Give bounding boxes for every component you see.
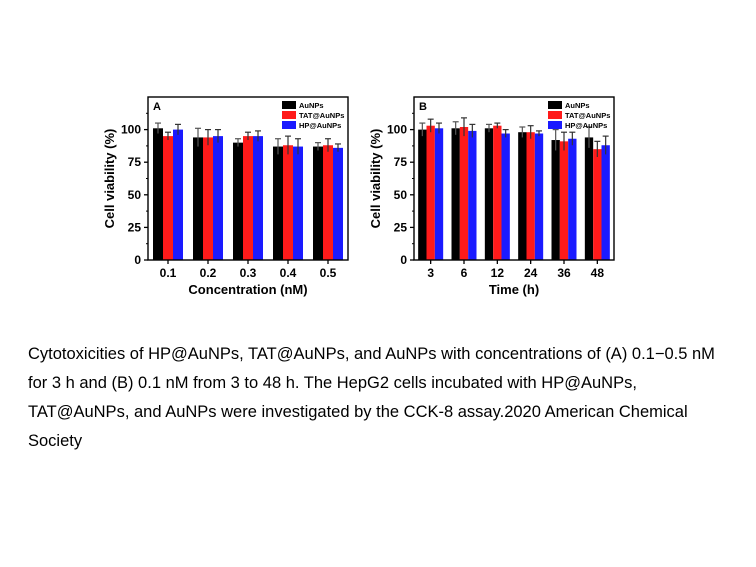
panel-a-legend-swatch <box>282 101 296 109</box>
panel-a-bar-tat-aunps-2 <box>243 136 253 260</box>
panel-a-bar-tat-aunps-4 <box>323 145 333 260</box>
panel-a-x-tick-label: 0.3 <box>240 266 257 280</box>
panel-a-bar-hp-aunps-1 <box>213 136 223 260</box>
panel-b-y-tick-label: 25 <box>394 220 408 234</box>
panel-a-y-tick-label: 75 <box>128 155 142 169</box>
panel-b-y-axis-title: Cell viability (%) <box>368 129 383 229</box>
panel-b-bar-hp-aunps-4 <box>568 138 577 260</box>
panel-a-legend-label: TAT@AuNPs <box>299 111 344 120</box>
panel-b-y-tick-label: 100 <box>387 123 407 137</box>
figure-caption: Cytotoxicities of HP@AuNPs, TAT@AuNPs, a… <box>28 345 715 450</box>
figure-panels: 0.1 0.2 0.3 0.4 0.5 0 25 50 75 100 Concentration (… <box>102 96 615 297</box>
panel-a-legend-swatch <box>282 111 296 119</box>
panel-b-bar-tat-aunps-1 <box>459 126 469 260</box>
panel-b-bar-aunps-4 <box>551 140 560 260</box>
panel-b-legend-swatch <box>548 111 562 119</box>
panel-a-bar-aunps-1 <box>193 137 203 260</box>
panel-a-bar-tat-aunps-3 <box>283 145 293 260</box>
panel-b-y-tick-label: 0 <box>400 253 407 267</box>
panel-a-bar-hp-aunps-3 <box>293 146 303 260</box>
panel-b-bar-hp-aunps-3 <box>534 133 544 260</box>
panel-b-x-tick-label: 6 <box>461 266 468 280</box>
panel-b-legend-swatch <box>548 121 562 129</box>
panel-a-legend-swatch <box>282 121 296 129</box>
panel-b-bar-tat-aunps-5 <box>593 149 602 260</box>
panel-a-bar-aunps-3 <box>273 146 283 260</box>
panel-b-bar-aunps-1 <box>451 128 460 260</box>
panel-b-legend-label: AuNPs <box>565 101 590 110</box>
panel-a-bar-hp-aunps-2 <box>253 136 263 260</box>
panel-b-y-tick-label: 75 <box>394 155 408 169</box>
panel-b-y-tick-label: 50 <box>394 188 408 202</box>
panel-a-y-tick-label: 25 <box>128 220 142 234</box>
panel-a-bar-tat-aunps-0 <box>163 136 173 260</box>
panel-b-x-tick-label: 3 <box>427 266 434 280</box>
panel-a-x-tick-label: 0.5 <box>320 266 337 280</box>
panel-b-bar-tat-aunps-2 <box>493 125 502 260</box>
panel-b-x-tick-label: 24 <box>524 266 538 280</box>
panel-b-bar-aunps-3 <box>518 132 527 260</box>
panel-a-bar-aunps-4 <box>313 146 323 260</box>
panel-a-y-axis-title: Cell viability (%) <box>102 129 117 229</box>
panel-a-bar-aunps-2 <box>233 142 243 260</box>
panel-a-legend-label: AuNPs <box>299 101 324 110</box>
panel-b-panel-label: B <box>419 101 427 113</box>
panel-b-bar-hp-aunps-2 <box>501 133 510 260</box>
panel-a-x-tick-label: 0.1 <box>160 266 177 280</box>
panel-b-bar-aunps-2 <box>484 128 494 260</box>
panel-b-bar-aunps-0 <box>418 129 427 260</box>
panel-b-bar-hp-aunps-0 <box>434 128 444 260</box>
panel-b-bar-tat-aunps-3 <box>526 132 535 260</box>
panel-b-bar-hp-aunps-5 <box>601 145 610 260</box>
panel-a-bar-tat-aunps-1 <box>203 137 213 260</box>
panel-b-x-tick-label: 48 <box>591 266 605 280</box>
panel-a-y-tick-label: 100 <box>121 123 141 137</box>
panel-b-legend-label: HP@AuNPs <box>565 121 607 130</box>
panel-a-y-tick-label: 50 <box>128 188 142 202</box>
panel-b-x-tick-label: 12 <box>491 266 505 280</box>
panel-a-x-axis-title: Concentration (nM) <box>188 282 307 297</box>
panel-b-legend-label: TAT@AuNPs <box>565 111 610 120</box>
panel-b-x-tick-label: 36 <box>557 266 571 280</box>
panel-a-bar-hp-aunps-4 <box>333 147 343 260</box>
panel-b-x-axis-title: Time (h) <box>489 282 539 297</box>
panel-b-bar-tat-aunps-0 <box>426 125 435 260</box>
panel-a-panel-label: A <box>153 101 161 113</box>
panel-b-legend-swatch <box>548 101 562 109</box>
panel-a-bar-aunps-0 <box>153 128 163 260</box>
panel-a-bar-hp-aunps-0 <box>173 129 183 260</box>
panel-b-bar-hp-aunps-1 <box>468 130 477 260</box>
panel-a-x-tick-label: 0.4 <box>280 266 297 280</box>
panel-a-x-tick-label: 0.2 <box>200 266 217 280</box>
panel-b-bar-tat-aunps-4 <box>559 141 569 260</box>
panel-a-legend-label: HP@AuNPs <box>299 121 341 130</box>
panel-a-y-tick-label: 0 <box>134 253 141 267</box>
panel-b-bar-aunps-5 <box>584 137 594 260</box>
